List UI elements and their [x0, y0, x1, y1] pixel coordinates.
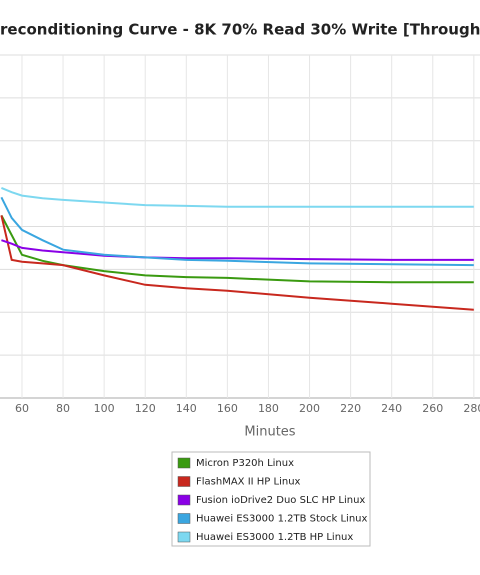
series-line — [0, 214, 474, 284]
x-tick-label: 100 — [94, 402, 115, 415]
legend-label: Huawei ES3000 1.2TB HP Linux — [196, 532, 353, 543]
legend-box — [171, 451, 371, 547]
x-tick-label: 80 — [56, 402, 70, 415]
legend-swatch — [177, 531, 191, 543]
x-tick-label: 140 — [176, 402, 197, 415]
legend-swatch — [177, 476, 191, 487]
x-tick-label: 180 — [258, 402, 279, 415]
chart-title: reconditioning Curve - 8K 70% Read 30% W… — [0, 21, 480, 39]
series-line — [0, 196, 474, 267]
x-tick-label: 260 — [422, 402, 443, 415]
legend-label: Huawei ES3000 1.2TB Stock Linux — [196, 514, 367, 525]
x-tick-label: 160 — [217, 402, 238, 415]
x-tick-label: 200 — [299, 402, 320, 415]
x-tick-label: 60 — [15, 402, 29, 415]
legend-label: Micron P320h Linux — [196, 458, 294, 469]
x-axis-label: Minutes — [244, 425, 295, 440]
series-line — [0, 215, 474, 311]
legend-label: FlashMAX II HP Linux — [196, 477, 301, 488]
x-tick-label: 280 — [463, 402, 480, 415]
series-line — [1, 186, 474, 208]
legend-swatch — [177, 457, 191, 469]
x-tick-label: 240 — [381, 402, 402, 415]
legend-swatch — [177, 494, 191, 506]
legend-label: Fusion ioDrive2 Duo SLC HP Linux — [196, 495, 365, 506]
x-tick-label: 120 — [135, 402, 156, 415]
x-tick-label: 220 — [340, 402, 361, 415]
legend-swatch — [177, 513, 191, 524]
